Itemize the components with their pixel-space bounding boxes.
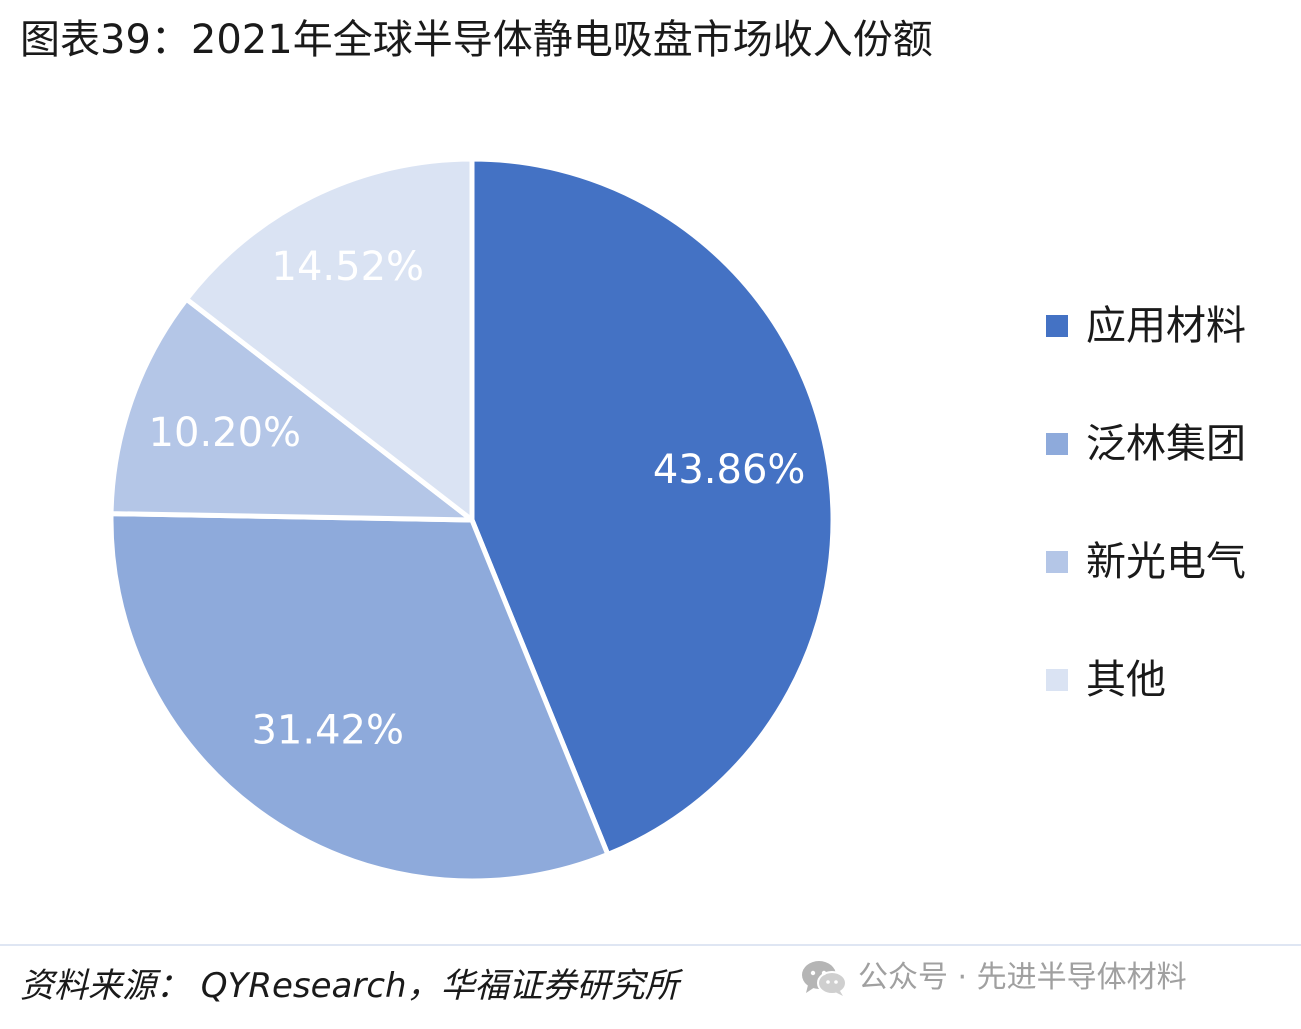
watermark: 公众号 · 先进半导体材料 — [800, 958, 1187, 998]
watermark-text: 公众号 · 先进半导体材料 — [858, 960, 1187, 995]
pie-slice-others — [183, 156, 475, 523]
legend-swatch-applied-materials — [1046, 315, 1068, 337]
slice-label-lam-research: 31.42% — [251, 707, 404, 753]
legend-swatch-others — [1046, 669, 1068, 691]
pie-slice-shinko — [108, 296, 475, 523]
chart-title: 图表39：2021年全球半导体静电吸盘市场收入份额 — [20, 17, 933, 63]
slice-label-others: 14.52% — [272, 244, 425, 290]
legend-swatch-shinko — [1046, 551, 1068, 573]
divider — [0, 944, 1301, 946]
pie-slice-applied-materials — [469, 156, 836, 857]
legend-swatch-lam-research — [1046, 433, 1068, 455]
pie-slice-lam-research — [108, 511, 611, 884]
legend-label-others: 其他 — [1086, 657, 1166, 703]
wechat-icon — [802, 961, 847, 996]
source-note: 资料来源： QYResearch，华福证券研究所 — [20, 966, 679, 1006]
legend-label-lam-research: 泛林集团 — [1086, 421, 1246, 467]
slice-label-shinko: 10.20% — [149, 410, 302, 456]
slice-label-applied-materials: 43.86% — [653, 447, 806, 493]
legend-label-shinko: 新光电气 — [1086, 539, 1246, 585]
legend-label-applied-materials: 应用材料 — [1086, 303, 1246, 349]
